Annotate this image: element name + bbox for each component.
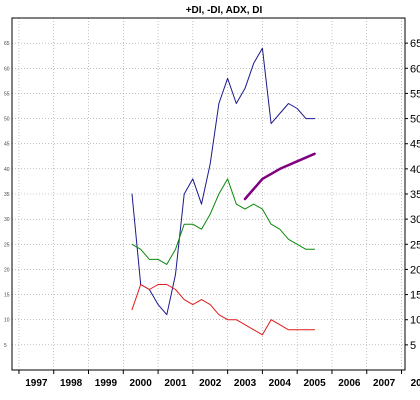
y-tick-label-right: 25 [410, 239, 420, 251]
y-tick-label-left: 45 [4, 142, 10, 148]
y-tick-label-left: 25 [4, 242, 10, 248]
y-tick-label-left: 55 [4, 91, 10, 97]
series-line-2 [131, 178, 316, 265]
x-tick-label: 1997 [25, 378, 48, 389]
y-tick-label-right: 45 [410, 139, 420, 151]
gridlines [12, 18, 405, 370]
y-tick-label-left: 30 [4, 217, 10, 223]
x-tick-label: 1999 [95, 378, 118, 389]
chart-title: +DI, -DI, ADX, DI [186, 5, 263, 16]
y-tick-label-left: 40 [4, 167, 10, 173]
x-tick-label: 200 [411, 378, 420, 389]
series-line-3 [131, 284, 316, 336]
x-tick-label: 2001 [164, 378, 187, 389]
y-tick-label-left: 5 [4, 343, 7, 349]
y-tick-label-right: 65 [410, 38, 420, 50]
y-tick-label-right: 50 [410, 114, 420, 126]
y-tick-label-right: 5 [410, 340, 416, 352]
x-tick-label: 2006 [338, 378, 361, 389]
x-tick-label: 2005 [303, 378, 326, 389]
y-tick-label-left: 65 [4, 41, 10, 47]
y-tick-label-left: 10 [4, 318, 10, 324]
y-tick-label-right: 55 [410, 88, 420, 100]
y-tick-label-right: 15 [410, 290, 420, 302]
y-tick-label-right: 35 [410, 189, 420, 201]
x-tick-label: 2000 [130, 378, 153, 389]
x-tick-label: 2004 [269, 378, 292, 389]
y-tick-label-left: 50 [4, 117, 10, 123]
series-line-4 [243, 152, 316, 201]
x-tick-label: 2007 [373, 378, 396, 389]
x-tick-label: 2002 [199, 378, 222, 389]
x-tick-label: 2003 [234, 378, 257, 389]
y-tick-label-left: 15 [4, 293, 10, 299]
y-tick-label-right: 20 [410, 264, 420, 276]
series-line-1 [131, 47, 316, 316]
y-tick-label-right: 60 [410, 63, 420, 75]
y-axis-left-ticks: 5 10 15 20 25 30 35 40 45 50 55 60 65 [4, 41, 10, 349]
y-tick-label-left: 20 [4, 267, 10, 273]
y-tick-label-left: 60 [4, 66, 10, 72]
y-tick-label-right: 10 [410, 315, 420, 327]
x-tick-label: 1998 [60, 378, 83, 389]
x-axis-ticks: 1997 1998 1999 2000 2001 2002 2003 2004 2005 2006… [18, 370, 420, 389]
y-axis-right-ticks: 5 10 15 20 25 30 35 40 45 50 55 60 65 [405, 38, 420, 352]
y-tick-label-left: 35 [4, 192, 10, 198]
y-tick-label-right: 40 [410, 164, 420, 176]
y-tick-label-right: 30 [410, 214, 420, 226]
series-lines [131, 47, 316, 336]
